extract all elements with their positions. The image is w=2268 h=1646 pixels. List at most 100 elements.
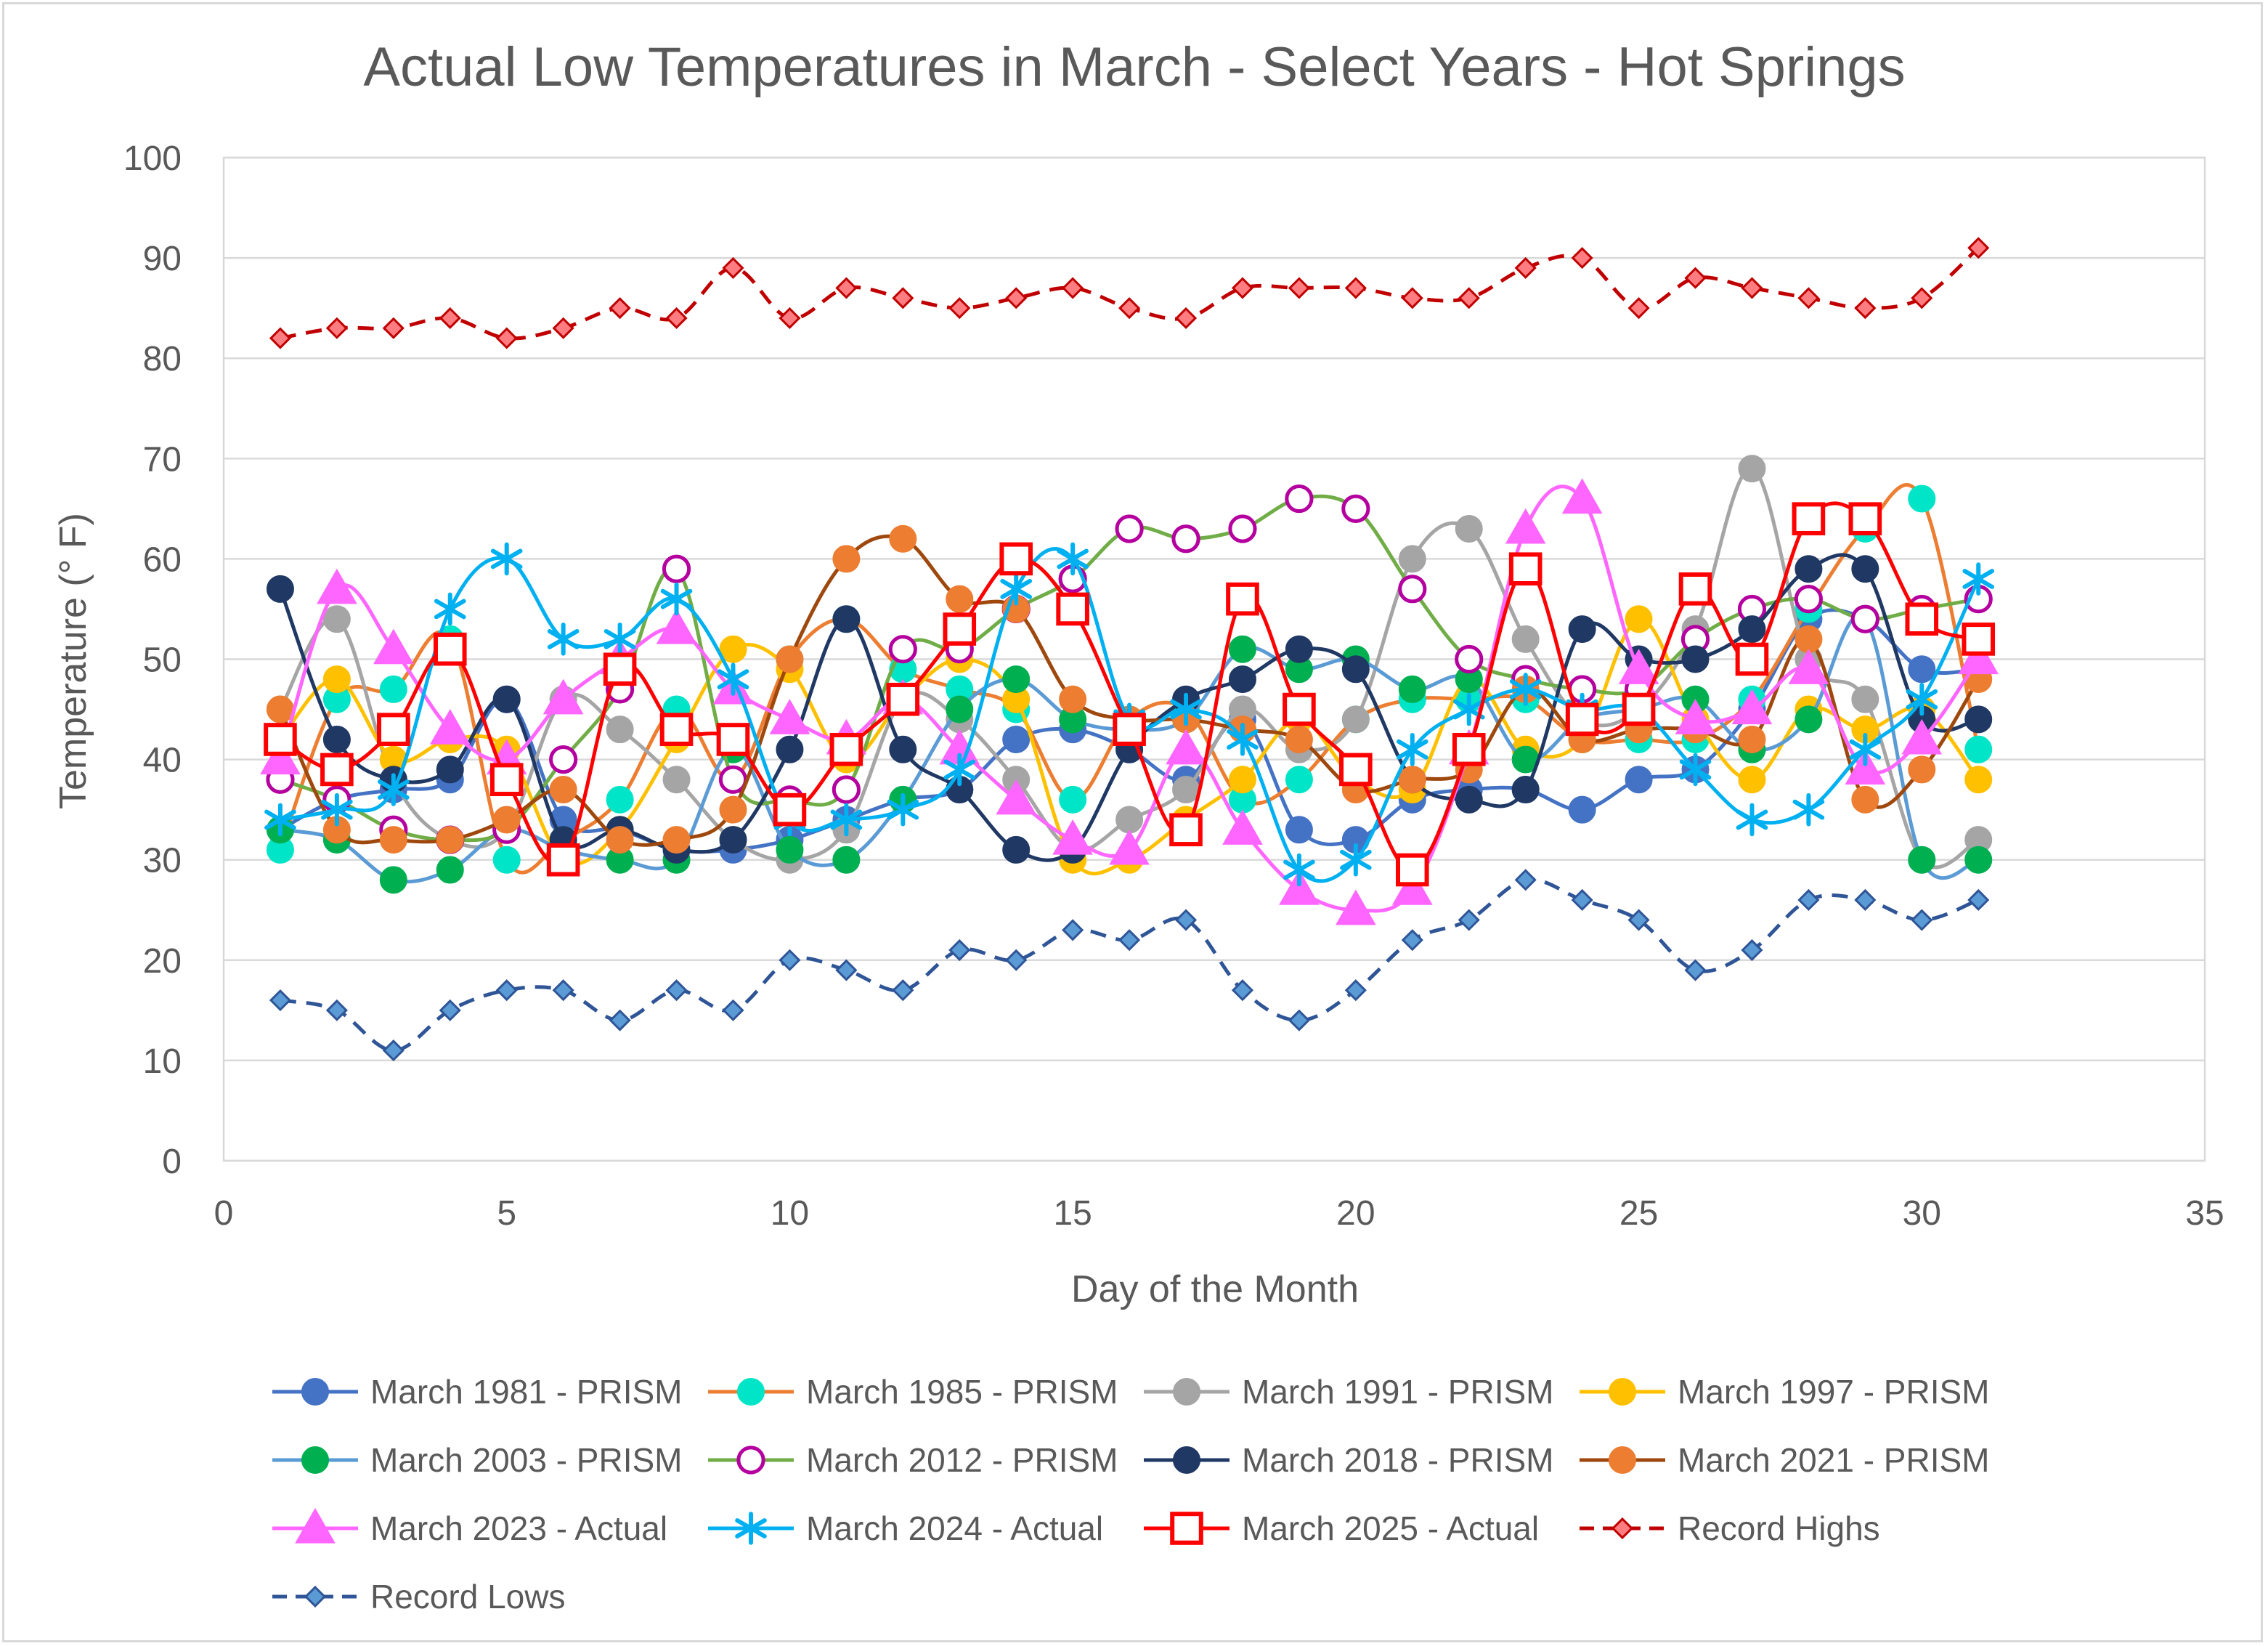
data-point [1059,785,1087,814]
data-point [317,568,357,604]
data-point [1736,803,1768,837]
data-point [829,732,863,766]
star-stroke [1792,799,1825,820]
data-point [1622,692,1656,726]
legend-item: March 2025 - Actual [1144,1509,1539,1547]
data-point [379,826,407,854]
data-point [1228,635,1256,663]
data-point [1113,713,1146,746]
data-point [832,775,861,804]
data-point [1627,297,1650,320]
data-point [662,826,691,854]
data-point [1002,665,1031,694]
data-point [1115,514,1144,543]
series-12 [269,869,1990,1062]
data-point [1401,287,1423,309]
star-stroke [943,759,976,780]
data-point [1568,615,1596,644]
data-point [1288,1009,1310,1031]
data-point [1285,816,1313,844]
legend-swatch-marker [1609,1378,1636,1406]
x-tick-label: 25 [1619,1194,1658,1233]
data-point [1731,689,1773,725]
star-stroke [830,809,863,830]
data-point [835,959,858,981]
data-point [722,256,744,279]
data-point [1115,806,1144,834]
data-point [264,803,296,837]
data-point [609,297,631,320]
data-point [1618,649,1659,684]
star-stroke [1283,859,1315,880]
data-point [1059,685,1087,713]
data-point [943,612,977,646]
data-point [1344,979,1367,1002]
legend-swatch-marker [304,1585,327,1608]
data-point [1681,645,1710,673]
data-point [1118,929,1141,952]
data-point [1854,297,1877,320]
data-point [1684,959,1707,981]
data-point [1848,502,1882,535]
data-point [1964,846,1993,874]
data-point [325,317,348,339]
data-point [1228,514,1257,543]
star-stroke [434,599,466,620]
data-point [662,554,691,583]
legend-swatch-marker [1173,1378,1200,1406]
legend-swatch-marker [1609,1446,1636,1474]
data-point [382,1039,405,1062]
legend-swatch-marker [1170,1512,1203,1545]
data-point [717,662,749,696]
data-point [1344,277,1367,299]
data-point [549,776,577,804]
data-point [1964,766,1993,794]
y-tick-label: 40 [143,742,182,780]
data-point [1795,555,1823,583]
data-point [769,699,810,734]
data-point [665,979,688,1002]
data-point [1845,749,1886,785]
star-stroke [1396,739,1428,760]
data-point [779,307,801,330]
y-tick-label: 100 [123,139,182,178]
data-point [1231,979,1254,1002]
legend-swatch-marker [735,1512,767,1545]
star-stroke [1057,548,1089,569]
data-point [719,635,747,663]
data-point [832,605,861,633]
data-point [1851,685,1879,713]
data-point [1908,485,1936,513]
data-point [1341,494,1370,523]
data-point [1571,247,1593,269]
data-point [1118,297,1141,320]
data-point [1341,655,1370,684]
data-point [436,856,464,884]
legend-swatch-marker [1611,1517,1634,1540]
data-point [716,723,750,756]
data-point [1227,723,1259,756]
data-point [946,695,974,723]
legend-item: March 2024 - Actual [708,1509,1103,1547]
data-point [433,632,467,666]
data-point [1684,267,1707,289]
data-point [266,575,294,603]
data-point [1741,277,1763,299]
series-line [280,877,1980,1053]
data-point [948,297,971,320]
data-point [1678,572,1712,606]
series-10 [264,501,1996,887]
star-stroke [321,799,353,820]
data-point [1568,795,1596,824]
data-point [1458,909,1480,931]
data-point [1109,829,1150,865]
data-point [1962,623,1996,656]
data-point [1797,888,1820,912]
data-point [832,846,861,874]
data-point [1002,725,1031,753]
legend-label: March 1997 - PRISM [1678,1373,1989,1411]
data-point [1738,725,1766,753]
legend-label: March 2012 - PRISM [806,1441,1118,1479]
y-tick-label: 70 [143,440,182,479]
